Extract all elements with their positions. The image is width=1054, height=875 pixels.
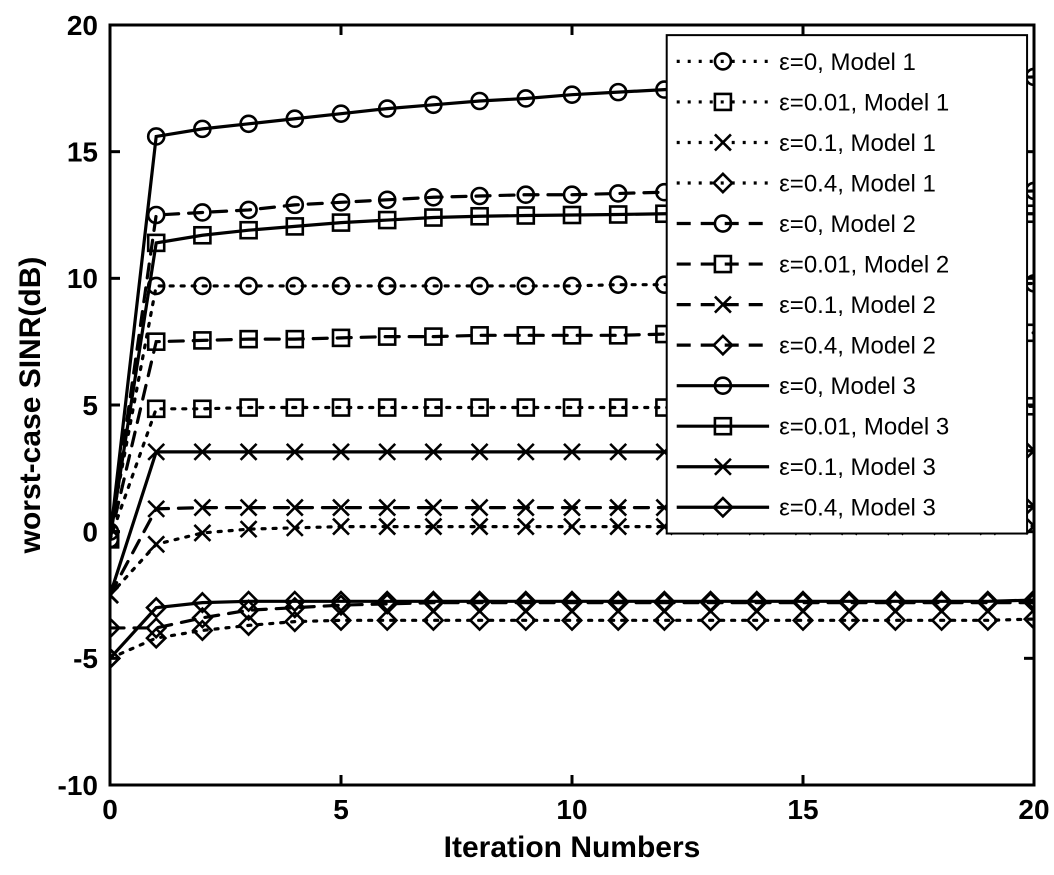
legend-label: ε=0.01, Model 3 xyxy=(779,414,949,441)
legend-label: ε=0.1, Model 3 xyxy=(779,454,936,481)
legend-label: ε=0.01, Model 2 xyxy=(779,251,949,278)
legend-label: ε=0, Model 3 xyxy=(779,373,916,400)
legend-label: ε=0.4, Model 3 xyxy=(779,495,936,522)
legend-label: ε=0.1, Model 2 xyxy=(779,292,936,319)
chart-container: 0 5 10 15 20 -10 -5 0 5 10 15 20 Iteration Numbers wo… xyxy=(0,0,1054,875)
svg-text:5: 5 xyxy=(333,794,349,825)
legend-label: ε=0.01, Model 1 xyxy=(779,89,949,116)
svg-text:5: 5 xyxy=(82,390,98,421)
svg-text:10: 10 xyxy=(67,263,98,294)
svg-text:0: 0 xyxy=(102,794,118,825)
svg-text:-5: -5 xyxy=(73,643,98,674)
y-axis-label: worst-case SINR(dB) xyxy=(14,257,47,555)
svg-text:20: 20 xyxy=(67,10,98,41)
line-chart: 0 5 10 15 20 -10 -5 0 5 10 15 20 Iteration Numbers wo… xyxy=(0,0,1054,875)
svg-text:15: 15 xyxy=(787,794,818,825)
legend-label: ε=0, Model 2 xyxy=(779,211,916,238)
legend-label: ε=0.4, Model 1 xyxy=(779,170,936,197)
svg-text:10: 10 xyxy=(556,794,587,825)
svg-text:-10: -10 xyxy=(58,770,98,801)
x-axis-label: Iteration Numbers xyxy=(444,831,701,864)
legend: ε=0, Model 1 ε=0.01, Model 1 ε=0.1, Model … xyxy=(667,35,1027,533)
legend-label: ε=0, Model 1 xyxy=(779,49,916,76)
svg-text:20: 20 xyxy=(1018,794,1049,825)
legend-label: ε=0.4, Model 2 xyxy=(779,333,936,360)
svg-text:0: 0 xyxy=(82,516,98,547)
svg-text:15: 15 xyxy=(67,136,98,167)
legend-label: ε=0.1, Model 1 xyxy=(779,130,936,157)
